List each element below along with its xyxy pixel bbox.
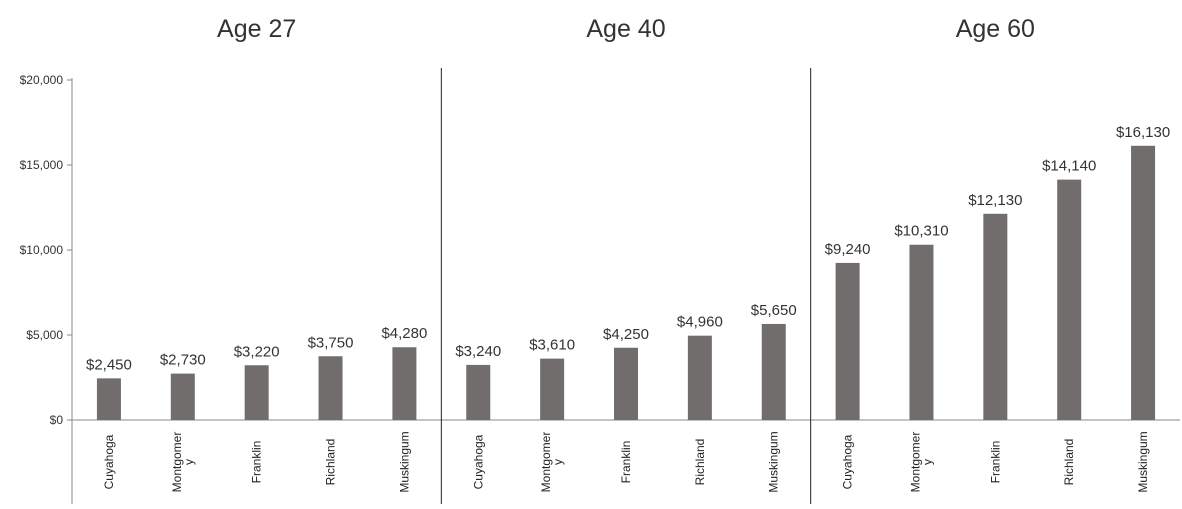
- data-label: $12,130: [968, 192, 1022, 209]
- y-tick-label: $0: [50, 413, 64, 427]
- data-label: $14,140: [1042, 158, 1096, 175]
- data-label: $3,750: [308, 334, 354, 351]
- category-label: Montgomery: [539, 432, 565, 493]
- data-label: $4,280: [381, 325, 427, 342]
- y-tick-label: $20,000: [20, 73, 64, 87]
- category-label: Richland: [693, 439, 707, 486]
- bar: [96, 378, 121, 420]
- category-label: Muskingum: [397, 431, 411, 492]
- data-label: $2,730: [160, 352, 206, 369]
- bar: [835, 262, 860, 420]
- category-label: Franklin: [250, 441, 264, 484]
- data-label: $2,450: [86, 356, 132, 373]
- panel-title: Age 27: [217, 15, 296, 43]
- category-label: Richland: [324, 439, 338, 486]
- category-label: Montgomery: [908, 432, 934, 493]
- bar: [983, 213, 1008, 420]
- data-label: $16,130: [1116, 124, 1170, 141]
- panel-title: Age 40: [586, 15, 665, 43]
- data-label: $5,650: [751, 302, 797, 319]
- category-label: Franklin: [619, 441, 633, 484]
- data-label: $3,610: [529, 337, 575, 354]
- bar: [614, 347, 638, 420]
- bar: [170, 373, 195, 420]
- y-tick-label: $15,000: [20, 158, 64, 172]
- bar: [244, 365, 269, 420]
- data-label: $3,240: [455, 343, 501, 360]
- category-label: Montgomery: [170, 432, 196, 493]
- bar: [761, 323, 786, 420]
- data-label: $4,250: [603, 326, 649, 343]
- bar: [1131, 145, 1156, 421]
- data-label: $10,310: [894, 223, 948, 240]
- category-label: Muskingum: [1136, 431, 1150, 492]
- category-label: Cuyahoga: [102, 434, 116, 489]
- bar: [392, 347, 417, 420]
- bar: [1057, 179, 1082, 420]
- y-tick-label: $5,000: [26, 328, 63, 342]
- data-label: $3,220: [234, 343, 280, 360]
- bar: [687, 335, 712, 420]
- data-label: $9,240: [825, 241, 871, 258]
- category-label: Muskingum: [767, 431, 781, 492]
- category-label: Richland: [1062, 439, 1076, 486]
- category-label: Franklin: [988, 441, 1002, 484]
- bar: [466, 364, 491, 420]
- bar: [909, 244, 934, 420]
- panel-title: Age 60: [956, 15, 1035, 43]
- category-label: Cuyahoga: [841, 434, 855, 489]
- bar: [540, 358, 565, 420]
- y-tick-label: $10,000: [20, 243, 64, 257]
- data-label: $4,960: [677, 314, 723, 331]
- category-label: Cuyahoga: [471, 434, 485, 489]
- bar: [318, 356, 343, 420]
